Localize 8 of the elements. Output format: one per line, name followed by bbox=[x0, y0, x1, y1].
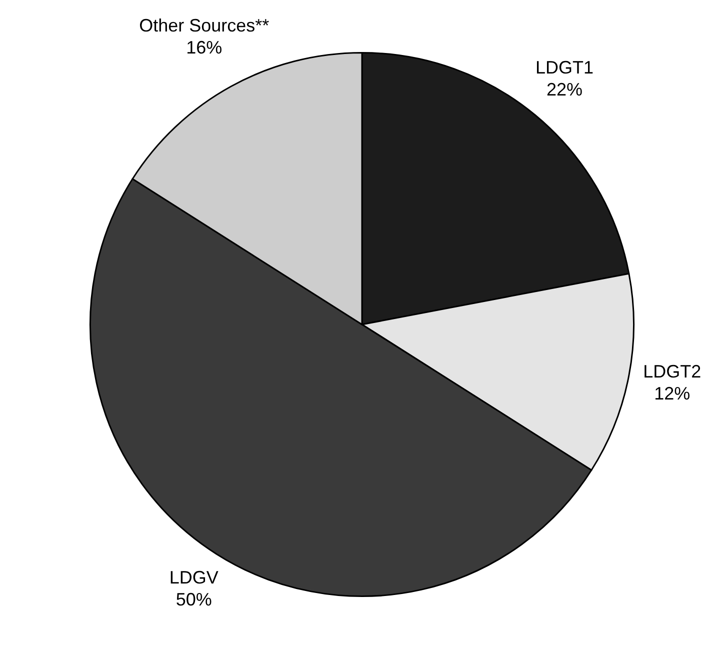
slice-label: Other Sources** bbox=[139, 15, 270, 36]
data-label: 12% bbox=[654, 384, 690, 404]
slice-label: LDGT1 bbox=[536, 58, 594, 78]
data-label: 22% bbox=[546, 80, 583, 100]
slice-label: LDGT2 bbox=[643, 362, 702, 382]
data-label: 16% bbox=[186, 37, 222, 58]
data-label: 50% bbox=[176, 589, 212, 610]
slice-label: LDGV bbox=[169, 567, 218, 588]
